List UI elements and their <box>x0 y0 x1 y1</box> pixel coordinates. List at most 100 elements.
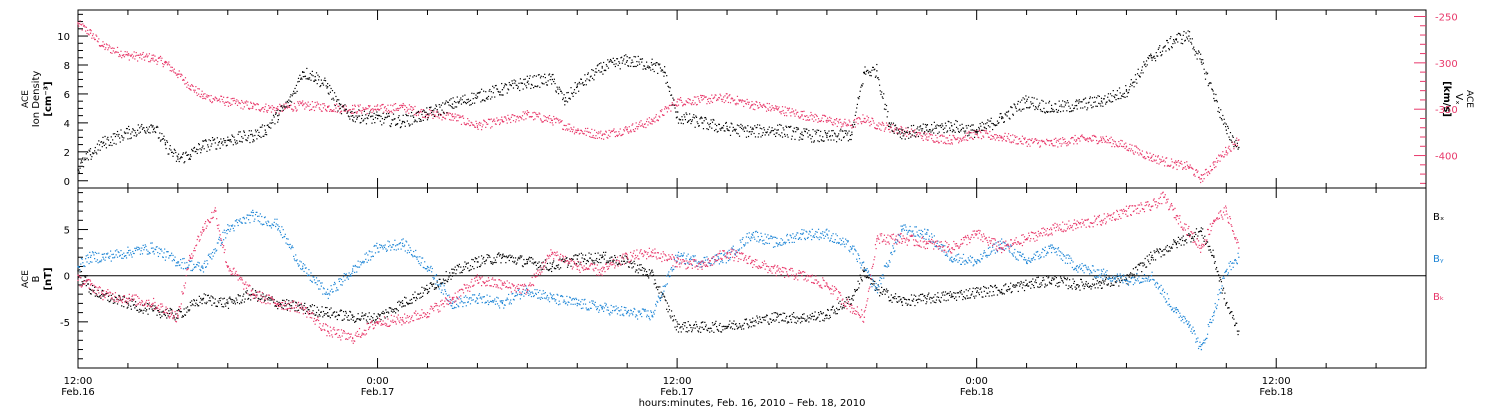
field-point <box>1030 280 1033 283</box>
field-point <box>829 314 831 317</box>
field-point <box>760 321 762 323</box>
field-point <box>331 314 333 316</box>
velocity-point <box>700 96 702 98</box>
velocity-point <box>1234 143 1236 145</box>
density-point <box>1076 108 1078 110</box>
field-point <box>848 296 850 298</box>
field-point <box>844 301 846 303</box>
density-point <box>562 98 564 101</box>
velocity-point <box>1153 159 1155 161</box>
field-point <box>622 257 624 259</box>
velocity-point <box>557 118 559 120</box>
velocity-point <box>912 130 914 132</box>
velocity-point <box>698 98 700 100</box>
density-point <box>926 129 928 131</box>
density-point <box>704 117 706 119</box>
field-point <box>524 263 526 265</box>
velocity-point <box>100 45 102 47</box>
velocity-point <box>119 54 121 56</box>
density-series-0 <box>77 30 1240 173</box>
velocity-point <box>933 141 935 143</box>
density-point <box>114 135 117 138</box>
field-point <box>364 314 366 317</box>
velocity-point <box>895 126 897 129</box>
density-point <box>1159 45 1161 47</box>
bottom-panel-data <box>77 191 1240 351</box>
velocity-point <box>1172 166 1175 168</box>
field-point <box>98 296 100 298</box>
velocity-point <box>598 137 601 139</box>
field-point <box>926 295 929 297</box>
velocity-point <box>1130 150 1132 152</box>
velocity-point <box>286 107 289 109</box>
velocity-point <box>1061 143 1063 145</box>
velocity-point <box>555 121 557 124</box>
field-point <box>216 305 218 307</box>
velocity-point <box>707 98 709 101</box>
velocity-point <box>106 44 108 46</box>
velocity-point <box>1125 146 1128 148</box>
density-point <box>632 65 635 68</box>
density-point <box>1194 54 1196 56</box>
field-point <box>78 269 80 271</box>
velocity-axis-label: ACE Vₓ [km/s] <box>1441 81 1474 117</box>
density-point <box>865 73 867 75</box>
density-point <box>1035 107 1037 109</box>
field-point <box>144 307 146 309</box>
velocity-point <box>130 55 132 57</box>
field-point <box>968 297 970 299</box>
density-point <box>263 135 265 137</box>
field-point <box>779 314 781 316</box>
field-point <box>374 321 376 323</box>
velocity-point <box>1213 161 1215 163</box>
density-point <box>777 129 779 131</box>
field-point <box>796 316 798 318</box>
density-point <box>878 78 880 81</box>
density-point <box>704 116 707 119</box>
field-point <box>277 308 279 310</box>
field-point <box>108 301 110 303</box>
field-point <box>140 309 142 311</box>
velocity-axis-units: [km/s] <box>1441 81 1452 117</box>
density-point <box>526 81 529 84</box>
velocity-point <box>935 140 938 142</box>
velocity-point <box>641 123 644 125</box>
density-point <box>573 89 576 91</box>
density-point <box>1234 144 1236 146</box>
density-point <box>701 122 703 124</box>
density-point <box>565 100 567 102</box>
density-point <box>1236 145 1238 148</box>
velocity-point <box>668 104 671 107</box>
velocity-point <box>872 120 874 122</box>
field-point <box>883 288 886 291</box>
velocity-point <box>519 115 521 118</box>
field-point <box>668 309 671 311</box>
density-point <box>544 76 546 79</box>
field-point <box>566 257 568 259</box>
field-point <box>536 268 538 270</box>
field-point <box>390 307 392 309</box>
density-point <box>390 123 393 125</box>
velocity-point <box>851 124 853 126</box>
velocity-point <box>575 131 578 134</box>
field-point <box>474 257 476 259</box>
density-point <box>1046 111 1048 113</box>
velocity-point <box>1007 133 1010 135</box>
velocity-point <box>533 111 535 113</box>
density-point <box>1064 104 1067 106</box>
density-point <box>774 135 777 138</box>
velocity-point <box>844 118 846 120</box>
field-point <box>181 316 183 318</box>
field-point <box>743 322 745 324</box>
field-point <box>210 295 212 297</box>
density-point <box>990 117 992 119</box>
density-point <box>206 150 208 152</box>
density-point <box>894 124 897 126</box>
density-point <box>1020 110 1022 112</box>
field-point <box>435 288 437 290</box>
density-point <box>845 132 847 134</box>
field-point <box>582 260 585 263</box>
field-point <box>169 307 171 310</box>
velocity-point <box>637 125 639 128</box>
field-point <box>161 315 163 317</box>
